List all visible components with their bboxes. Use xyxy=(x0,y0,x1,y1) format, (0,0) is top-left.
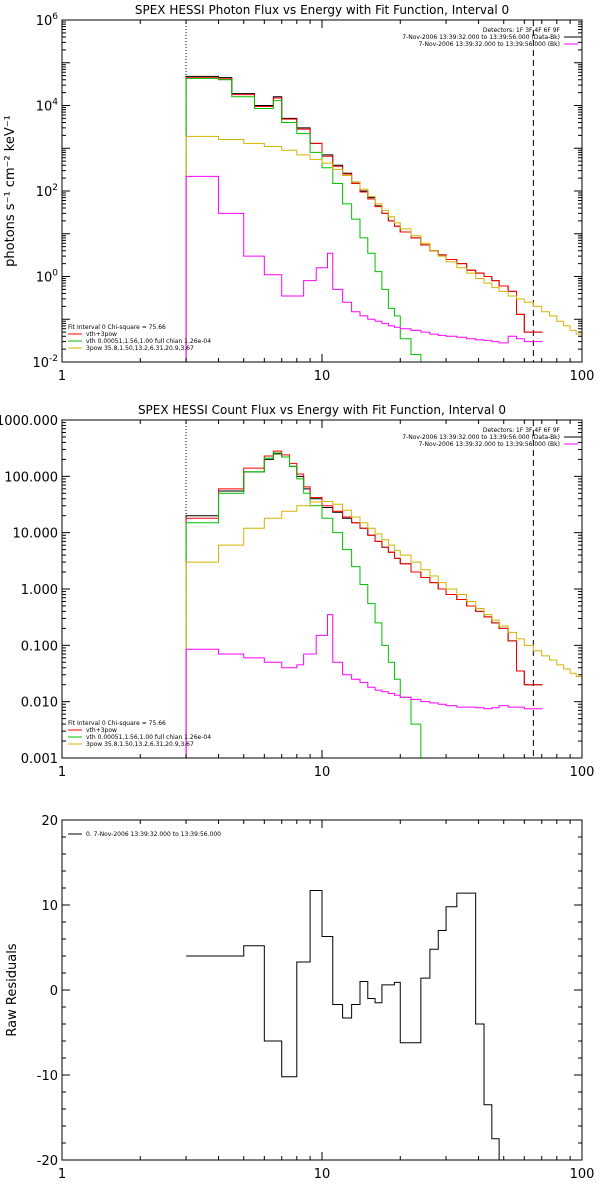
chart-title: SPEX HESSI Photon Flux vs Energy with Fi… xyxy=(135,3,509,17)
legend-text: vth 0.00051,1.56,1.00 full chian 1.26e-0… xyxy=(86,338,211,345)
y-tick-label: 10.000 xyxy=(13,527,59,542)
chart-1: 1 10 100 10-2 100 102 104 106 SPEX HESSI Photon … xyxy=(3,3,594,384)
y-tick-label: 0.100 xyxy=(21,639,58,654)
series-line-2 xyxy=(185,77,543,362)
x-tick-label: 100 xyxy=(570,1167,595,1182)
chart-title: SPEX HESSI Count Flux vs Energy with Fit… xyxy=(138,403,506,417)
y-tick-label: 1.000 xyxy=(21,583,58,598)
y-tick-label: 0.010 xyxy=(21,696,58,711)
series-line-3 xyxy=(185,77,439,362)
y-tick-label: -10 xyxy=(37,1069,58,1084)
info-text: 7-Nov-2006 13:39:32.000 to 13:39:56.000 … xyxy=(418,441,560,448)
series-line-4 xyxy=(185,135,582,362)
series-line-4 xyxy=(185,500,582,758)
info-text: 7-Nov-2006 13:39:32.000 to 13:39:56.000 … xyxy=(402,34,560,41)
y-tick-label: 20 xyxy=(41,814,58,829)
y-axis-label: Raw Residuals xyxy=(5,943,20,1036)
y-tick-label: 0 xyxy=(50,984,58,999)
x-tick-label: 1 xyxy=(58,765,66,780)
y-tick-label: 106 xyxy=(36,12,59,29)
y-tick-label: 1000.000 xyxy=(0,414,58,429)
legend-text: Fit Interval 0 Chi-square = 75.66 xyxy=(68,324,166,331)
series-line-2 xyxy=(185,450,543,758)
x-tick-label: 10 xyxy=(314,369,331,384)
y-tick-label: 102 xyxy=(36,183,58,200)
y-tick-label: 100 xyxy=(36,269,59,286)
series-line-5 xyxy=(185,175,543,362)
y-tick-label: -20 xyxy=(37,1154,58,1169)
legend-text: vth+3pow xyxy=(86,727,117,734)
plot-frame xyxy=(61,19,583,363)
y-axis-label: photons s⁻¹ cm⁻² keV⁻¹ xyxy=(3,115,18,267)
info-text: Detectors: 1F 3F 4F 6F 9F xyxy=(483,427,561,434)
info-text: 7-Nov-2006 13:39:32.000 to 13:39:56.000 … xyxy=(402,434,560,441)
y-tick-label: 104 xyxy=(36,98,59,115)
plot-frame xyxy=(61,419,583,759)
plot-frame xyxy=(61,819,583,1161)
series-line-3 xyxy=(185,452,439,758)
legend-text: 3pow 35.8,1.50,13.2,6.31,20.9,3.67 xyxy=(86,345,194,352)
y-tick-label: 10-2 xyxy=(32,354,58,371)
legend-text: vth+3pow xyxy=(86,331,117,338)
y-tick-label: 100.000 xyxy=(4,470,58,485)
x-tick-label: 100 xyxy=(570,765,595,780)
chart-2: 1 10 100 0.001 0.010 0.100 1.000 10.000 100.000 1… xyxy=(0,403,594,780)
legend-text: 0. 7-Nov-2006 13:39:32.000 to 13:39:56.0… xyxy=(86,831,221,838)
series-line-1 xyxy=(186,890,543,1160)
legend-text: vth 0.00051,1.56,1.00 full chian 1.26e-0… xyxy=(86,734,211,741)
chart-3: 1 10 100 -20 -10 0 10 20 Raw Residuals 0. 7-Nov-2… xyxy=(5,814,594,1182)
legend-text: Fit Interval 0 Chi-square = 75.66 xyxy=(68,720,166,727)
y-tick-label: 0.001 xyxy=(21,752,58,767)
legend-text: 3pow 35.8,1.50,13.2,6.31,20.9,3.67 xyxy=(86,741,194,748)
y-tick-label: 10 xyxy=(41,899,58,914)
x-tick-label: 10 xyxy=(314,765,331,780)
series-line-1 xyxy=(185,75,543,362)
x-tick-label: 100 xyxy=(570,369,595,384)
x-tick-label: 10 xyxy=(314,1167,331,1182)
info-text: 7-Nov-2006 13:39:32.000 to 13:39:56.000 … xyxy=(418,41,560,48)
x-tick-label: 1 xyxy=(58,369,66,384)
x-tick-label: 1 xyxy=(58,1167,66,1182)
info-text: Detectors: 1F 3F 4F 6F 9F xyxy=(483,27,561,34)
series-line-5 xyxy=(185,614,543,758)
series-line-1 xyxy=(185,453,543,758)
